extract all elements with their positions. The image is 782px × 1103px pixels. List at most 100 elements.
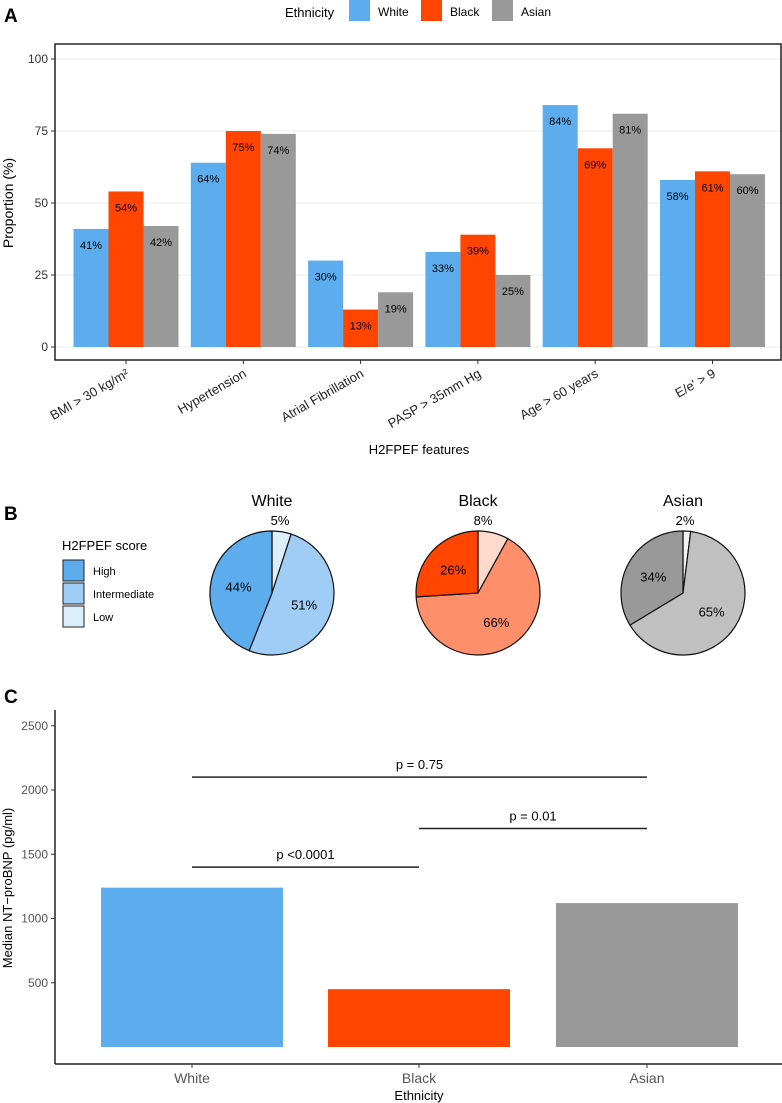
pie-title: Black xyxy=(458,493,498,510)
bar-black xyxy=(577,148,613,347)
legend-label: Black xyxy=(450,5,480,19)
x-tick-label: White xyxy=(174,1070,210,1086)
legend-label: Asian xyxy=(521,5,551,19)
bar-value-label: 75% xyxy=(232,142,254,154)
bar-asian xyxy=(495,275,531,347)
bar-value-label: 41% xyxy=(80,240,102,252)
panel-label: A xyxy=(4,6,18,27)
y-axis-title: Median NT−proBNP (pg/ml) xyxy=(0,808,15,969)
bar-white xyxy=(308,260,344,347)
bar-value-label: 60% xyxy=(736,185,758,197)
bar-white xyxy=(73,228,109,347)
bar-black xyxy=(225,131,261,347)
y-tick-label: 1500 xyxy=(21,847,48,861)
legend-key-white xyxy=(349,0,370,21)
bar-value-label: 64% xyxy=(197,174,219,186)
legend-label: High xyxy=(93,566,116,578)
pie-slice-label: 34% xyxy=(640,569,666,584)
bar-value-label: 61% xyxy=(701,182,723,194)
legend-key-high xyxy=(62,559,85,582)
panel-label: B xyxy=(4,504,18,525)
pie-slice-label: 8% xyxy=(474,513,493,528)
legend-label: Low xyxy=(93,612,113,624)
bar-value-label: 42% xyxy=(150,237,172,249)
bar-asian xyxy=(143,226,179,347)
legend-key-black xyxy=(421,0,442,21)
pie-slice-label: 65% xyxy=(699,605,725,620)
legend-key-asian xyxy=(492,0,513,21)
legend-label: White xyxy=(378,5,409,19)
bar-value-label: 84% xyxy=(549,116,571,128)
bar-black xyxy=(328,989,510,1047)
bar-black xyxy=(695,171,730,347)
legend-title: H2FPEF score xyxy=(62,538,147,553)
pie-slice-high xyxy=(620,530,684,626)
x-tick-label: Age > 60 years xyxy=(517,365,601,422)
x-tick-label: Black xyxy=(402,1070,437,1086)
y-tick-label: 100 xyxy=(28,52,48,66)
pie-slice-intermediate xyxy=(248,533,335,656)
bar-asian xyxy=(378,292,414,347)
x-tick-label: E/e' > 9 xyxy=(672,366,718,401)
pie-slice-high xyxy=(415,530,479,598)
legend-title: Ethnicity xyxy=(285,5,335,20)
bar-value-label: 54% xyxy=(115,202,137,214)
pie-slice-label: 51% xyxy=(291,598,317,613)
plot-border xyxy=(54,43,782,361)
pie-slice-intermediate xyxy=(415,537,541,656)
bar-asian xyxy=(730,174,765,347)
x-axis-title: Ethnicity xyxy=(394,1088,444,1103)
bar-white xyxy=(101,887,283,1047)
p-value-label: p <0.0001 xyxy=(276,847,334,862)
pie-title: Asian xyxy=(663,493,703,510)
pie-slice-label: 44% xyxy=(225,580,251,595)
bar-black xyxy=(343,309,379,347)
panel-label: C xyxy=(4,687,18,708)
bar-black xyxy=(460,234,496,347)
y-tick-label: 50 xyxy=(35,196,49,210)
bar-white xyxy=(190,162,226,347)
x-axis-title: H2FPEF features xyxy=(369,442,470,457)
bar-asian xyxy=(260,133,296,347)
p-value-label: p = 0.75 xyxy=(396,757,443,772)
x-tick-label: Hypertension xyxy=(175,366,249,417)
bar-value-label: 74% xyxy=(267,145,289,157)
pie-slice-high xyxy=(209,530,273,652)
bar-value-label: 58% xyxy=(666,191,688,203)
pie-slice-label: 66% xyxy=(483,615,509,630)
y-tick-label: 500 xyxy=(28,976,48,990)
pie-title: White xyxy=(252,493,293,510)
y-tick-label: 75 xyxy=(35,124,49,138)
bar-value-label: 81% xyxy=(619,125,641,137)
y-axis-title: Proportion (%) xyxy=(0,158,16,248)
pie-slice-label: 2% xyxy=(676,513,695,528)
legend-label: Intermediate xyxy=(93,589,154,601)
legend-key-low xyxy=(62,605,85,628)
legend-key-intermediate xyxy=(62,582,85,605)
bar-asian xyxy=(612,113,648,347)
bar-value-label: 33% xyxy=(432,263,454,275)
bar-value-label: 13% xyxy=(350,321,372,333)
x-tick-label: Asian xyxy=(629,1070,664,1086)
bar-value-label: 25% xyxy=(502,286,524,298)
bar-white xyxy=(660,179,695,347)
bar-asian xyxy=(556,903,738,1047)
pie-slice-intermediate xyxy=(629,530,746,656)
pie-slice-label: 5% xyxy=(271,513,290,528)
bar-white xyxy=(542,105,578,347)
bar-value-label: 39% xyxy=(467,246,489,258)
x-tick-label: Atrial Fibrillation xyxy=(279,366,367,425)
y-tick-label: 2000 xyxy=(21,783,48,797)
bar-value-label: 30% xyxy=(315,272,337,284)
bar-white xyxy=(425,251,461,347)
pie-slice-label: 26% xyxy=(440,563,466,578)
x-tick-label: BMI > 30 kg/m² xyxy=(47,365,132,423)
bar-black xyxy=(108,191,144,347)
p-value-label: p = 0.01 xyxy=(509,809,556,824)
y-tick-label: 25 xyxy=(35,268,49,282)
bar-value-label: 19% xyxy=(385,303,407,315)
y-tick-label: 1000 xyxy=(21,912,48,926)
y-tick-label: 2500 xyxy=(21,719,48,733)
